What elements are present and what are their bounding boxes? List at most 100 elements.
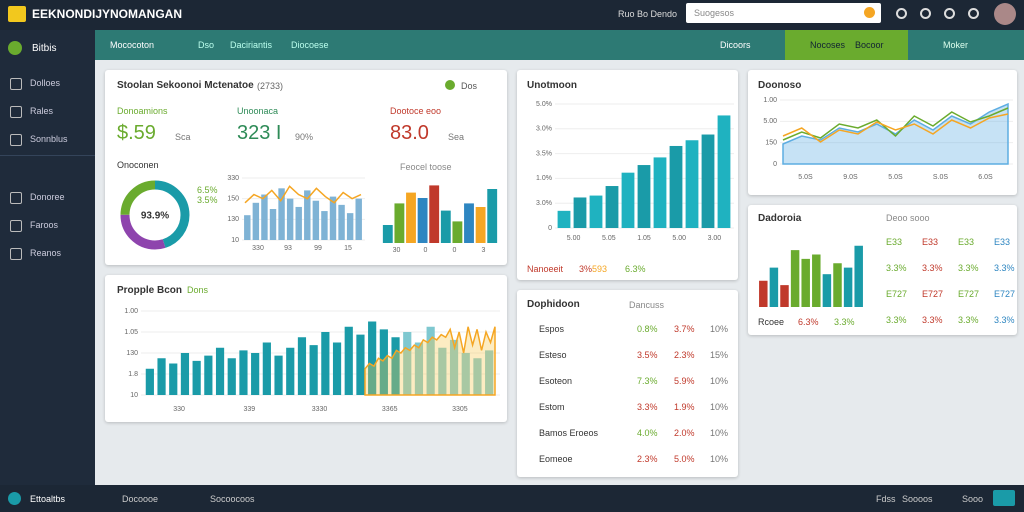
table-cell: 3.5% <box>637 350 658 360</box>
chart: 1.00 5.00 150 0 5.0S 9.0S 5.0S S.0S 6.0S <box>763 97 1013 181</box>
grid-cell: E727 <box>886 289 908 299</box>
x-tick-label: 0 <box>424 247 428 254</box>
nav-icon[interactable] <box>10 106 22 118</box>
tab[interactable]: Daciriantis <box>230 40 273 50</box>
bottom-text: Ettoaltbs <box>30 494 66 504</box>
y-tick-label: 3.5% <box>536 150 552 157</box>
tab[interactable]: Dso <box>198 40 215 50</box>
grid-cell: E727 <box>958 289 980 299</box>
bottom-text[interactable]: Sooo <box>962 494 984 504</box>
nav-item[interactable]: Rales <box>30 106 54 116</box>
nav-icon[interactable] <box>10 78 22 90</box>
icon[interactable] <box>920 8 931 19</box>
nav-icon[interactable] <box>10 134 22 146</box>
bar <box>329 196 337 240</box>
panel-title: Propple Bcon <box>117 285 183 296</box>
nav-icon[interactable] <box>10 192 22 204</box>
bar <box>812 254 821 307</box>
bar <box>701 134 715 228</box>
nav-item[interactable]: Faroos <box>30 220 59 230</box>
table-cell: 15% <box>710 350 729 360</box>
nav-right[interactable]: Dicoors <box>720 40 751 50</box>
table-cell: Bamos Eroeos <box>539 428 599 438</box>
button-text[interactable]: Bocoor <box>855 40 884 50</box>
brand: EEKNONDIJYNOMANGAN <box>32 7 183 21</box>
bar <box>637 165 651 228</box>
kpi-value: 83.0 <box>390 122 429 144</box>
panel-title: Dadoroia <box>758 213 802 224</box>
x-tick-label: 9.0S <box>843 174 858 181</box>
search-box[interactable]: Suogesos <box>686 3 881 23</box>
search-icon <box>864 7 875 18</box>
x-tick-label: 3330 <box>312 406 328 413</box>
legend: 6.5% <box>197 185 218 195</box>
bar <box>379 329 388 395</box>
bar <box>414 342 424 395</box>
bar <box>344 326 353 395</box>
nav-item[interactable]: Reanos <box>30 248 62 258</box>
button-text[interactable]: Nocoses <box>810 40 846 50</box>
grid-cell: E33 <box>958 237 975 247</box>
bar <box>843 267 853 307</box>
avatar[interactable] <box>994 3 1016 25</box>
table-sub: Dancuss <box>629 300 665 310</box>
footer-item: 3% <box>579 264 593 274</box>
footer-item: 6.3% <box>625 264 646 274</box>
badge[interactable]: Dos <box>461 81 478 91</box>
tab[interactable]: Mococoton <box>110 40 155 50</box>
y-tick-label: 1.00 <box>763 97 777 104</box>
bar <box>312 200 320 240</box>
bar <box>822 274 832 307</box>
nav-right[interactable]: Moker <box>943 40 969 50</box>
table-cell: Esteso <box>539 350 567 360</box>
green-button[interactable] <box>785 30 908 60</box>
y-tick-label: 5.00 <box>763 118 777 125</box>
icon[interactable] <box>968 8 979 19</box>
kpi-value: $.59 <box>117 122 156 144</box>
y-tick-label: 330 <box>227 175 239 182</box>
bottom-button[interactable] <box>993 490 1015 506</box>
x-tick-label: 0 <box>453 247 457 254</box>
bar <box>403 332 412 395</box>
kpi-label: Dootoce eoo <box>390 106 442 116</box>
bottom-logo <box>8 492 21 505</box>
nav-item[interactable]: Dolloes <box>30 78 61 88</box>
legend: Feocel toose <box>400 162 452 172</box>
bottom-text[interactable]: Docoooe <box>122 494 159 504</box>
area <box>782 102 1009 165</box>
nav-item[interactable]: Donoree <box>30 192 65 202</box>
icon[interactable] <box>896 8 907 19</box>
bar <box>605 186 619 228</box>
bar <box>239 350 248 395</box>
sidebar-logo <box>8 41 22 55</box>
table-cell: 2.0% <box>674 428 695 438</box>
bottom-text[interactable]: Soooos <box>902 494 933 504</box>
bar <box>452 221 463 243</box>
bar <box>332 342 342 395</box>
bar <box>192 360 201 395</box>
x-tick-label: 93 <box>284 245 292 252</box>
grid-cell: 3.3% <box>958 315 979 325</box>
nav-item[interactable]: Sonnblus <box>30 134 68 144</box>
x-tick-label: 5.0S <box>888 174 903 181</box>
nav-icon[interactable] <box>10 248 22 260</box>
bar <box>780 285 789 307</box>
tag: Dons <box>187 285 209 295</box>
nav-icon[interactable] <box>10 220 22 232</box>
table-cell: 10% <box>710 376 729 386</box>
line <box>244 185 362 204</box>
bottom-text[interactable]: Fdss <box>876 494 896 504</box>
y-tick-label: 150 <box>765 140 777 147</box>
bar <box>461 353 470 395</box>
footer-item: Nanoeeit <box>527 264 564 274</box>
icon[interactable] <box>944 8 955 19</box>
bar <box>244 215 251 240</box>
bar <box>356 334 365 395</box>
tab[interactable]: Diocoese <box>291 40 329 50</box>
panel-title: Unotmoon <box>527 80 577 91</box>
x-tick-label: 5.0S <box>798 174 813 181</box>
bottom-text[interactable]: Socoocoos <box>210 494 255 504</box>
logo <box>8 6 26 22</box>
table-cell: 10% <box>710 454 729 464</box>
